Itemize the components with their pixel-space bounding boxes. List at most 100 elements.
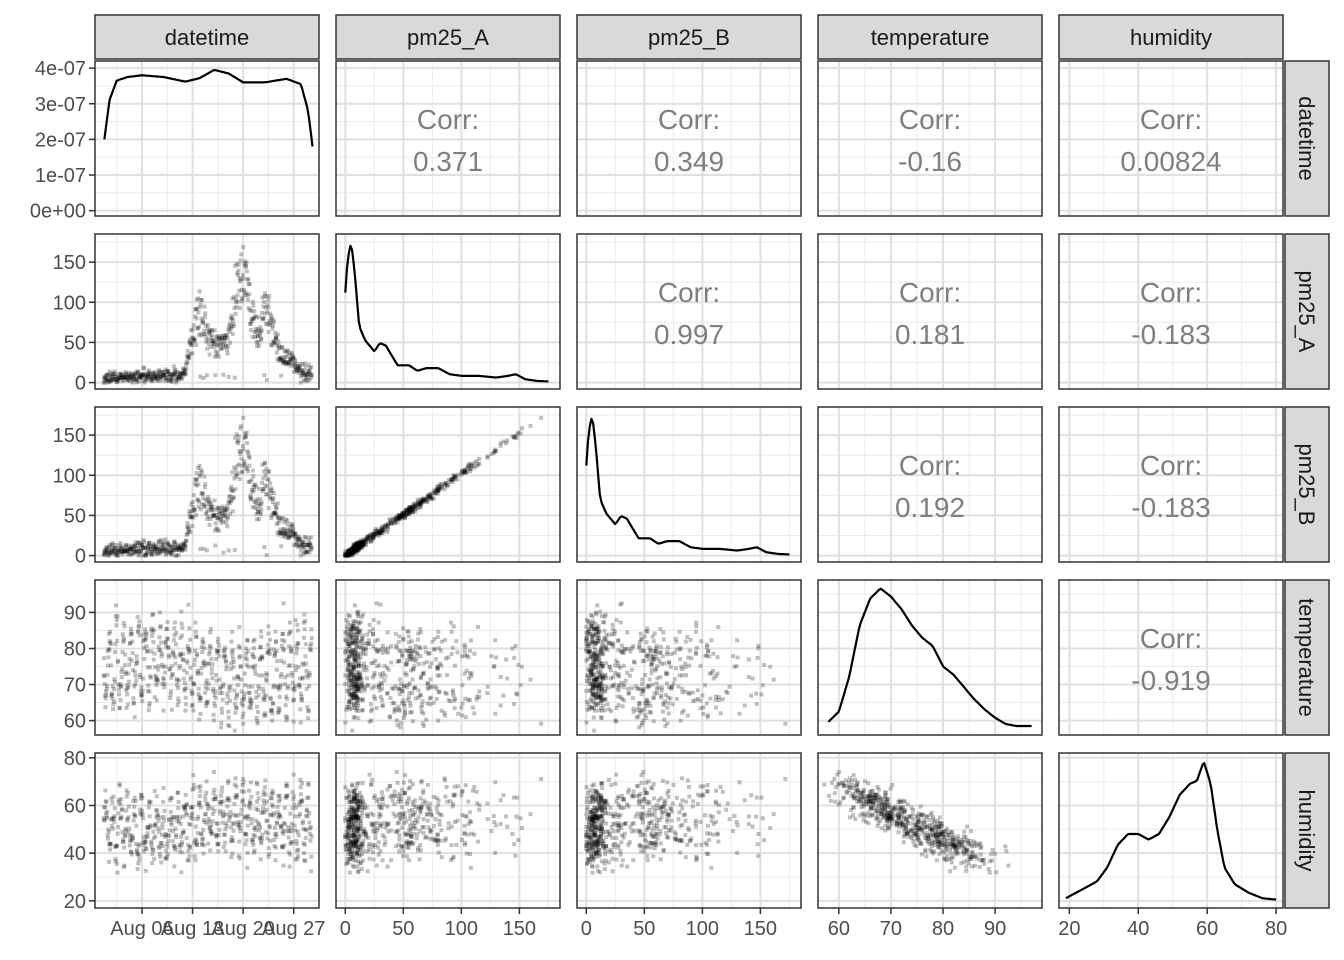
scatter-point	[594, 677, 599, 682]
scatter-point	[355, 851, 360, 856]
scatter-point	[216, 649, 221, 654]
scatter-point	[199, 297, 204, 302]
scatter-point	[373, 526, 378, 531]
scatter-point	[356, 544, 361, 549]
scatter-point	[182, 540, 187, 545]
scatter-point	[226, 344, 231, 349]
scatter-point	[650, 634, 655, 639]
scatter-point	[363, 652, 368, 657]
scatter-point	[287, 852, 292, 857]
scatter-point	[189, 675, 194, 680]
scatter-point	[150, 544, 155, 549]
scatter-point	[365, 641, 370, 646]
scatter-point	[636, 704, 641, 709]
scatter-point	[286, 535, 291, 540]
scatter-point	[348, 632, 353, 637]
scatter-point	[196, 296, 201, 301]
scatter-point	[592, 632, 597, 637]
scatter-point	[119, 807, 124, 812]
scatter-point	[246, 451, 251, 456]
scatter-point	[113, 377, 118, 382]
scatter-point	[124, 688, 129, 693]
scatter-point	[373, 658, 378, 663]
scatter-point	[647, 645, 652, 650]
scatter-point	[590, 682, 595, 687]
scatter-point	[240, 469, 245, 474]
scatter-point	[116, 811, 121, 816]
scatter-point	[162, 372, 167, 377]
scatter-point	[359, 708, 364, 713]
scatter-point	[584, 637, 589, 642]
scatter-point	[762, 662, 767, 667]
scatter-point	[132, 373, 137, 378]
scatter-point	[587, 629, 592, 634]
scatter-point	[596, 675, 601, 680]
scatter-point	[276, 710, 281, 715]
scatter-point	[289, 350, 294, 355]
scatter-point	[121, 375, 126, 380]
scatter-point	[183, 543, 187, 548]
scatter-point	[590, 705, 594, 710]
scatter-point	[356, 545, 361, 550]
scatter-point	[416, 688, 421, 693]
scatter-point	[287, 529, 292, 534]
scatter-point	[184, 538, 188, 543]
scatter-point	[144, 839, 148, 844]
scatter-point	[589, 673, 594, 678]
scatter-point	[354, 545, 359, 550]
scatter-point	[282, 805, 287, 810]
scatter-point	[131, 547, 136, 551]
scatter-point	[431, 488, 436, 493]
scatter-point	[346, 551, 351, 556]
scatter-point	[130, 380, 135, 385]
scatter-point	[256, 693, 261, 698]
scatter-point	[252, 330, 257, 335]
scatter-point	[184, 686, 189, 691]
scatter-point	[183, 371, 188, 376]
scatter-point	[279, 516, 284, 521]
scatter-point	[295, 856, 300, 861]
scatter-point	[492, 664, 497, 669]
scatter-point	[362, 537, 367, 542]
scatter-point	[112, 374, 117, 379]
scatter-point	[594, 675, 599, 680]
scatter-point	[206, 661, 211, 666]
scatter-point	[424, 717, 429, 722]
scatter-point	[459, 705, 464, 710]
scatter-point	[594, 625, 599, 630]
scatter-point	[451, 624, 456, 629]
scatter-point	[713, 697, 718, 702]
scatter-point	[258, 857, 263, 862]
scatter-point	[615, 686, 620, 691]
scatter-point	[117, 546, 122, 551]
scatter-point	[610, 641, 615, 646]
scatter-point	[224, 332, 229, 337]
row-strip-label-humidity: humidity	[1294, 790, 1319, 872]
scatter-point	[590, 624, 594, 629]
scatter-point	[385, 650, 390, 655]
scatter-point	[112, 806, 117, 811]
scatter-point	[132, 543, 137, 548]
scatter-point	[746, 657, 751, 662]
scatter-point	[395, 515, 400, 520]
scatter-point	[243, 259, 248, 264]
scatter-point	[614, 618, 619, 623]
scatter-point	[405, 508, 410, 513]
scatter-point	[301, 662, 306, 667]
scatter-point	[351, 662, 356, 667]
scatter-point	[350, 812, 355, 817]
scatter-point	[467, 461, 472, 466]
scatter-point	[274, 350, 279, 355]
scatter-point	[356, 838, 361, 843]
scatter-point	[671, 681, 676, 686]
scatter-point	[463, 471, 468, 475]
scatter-point	[265, 484, 270, 489]
scatter-point	[138, 675, 143, 679]
scatter-point	[599, 668, 603, 673]
scatter-point	[349, 547, 354, 552]
scatter-point	[352, 546, 356, 551]
scatter-point	[216, 515, 221, 520]
scatter-point	[399, 688, 404, 693]
scatter-point	[157, 368, 162, 372]
scatter-point	[367, 641, 372, 646]
